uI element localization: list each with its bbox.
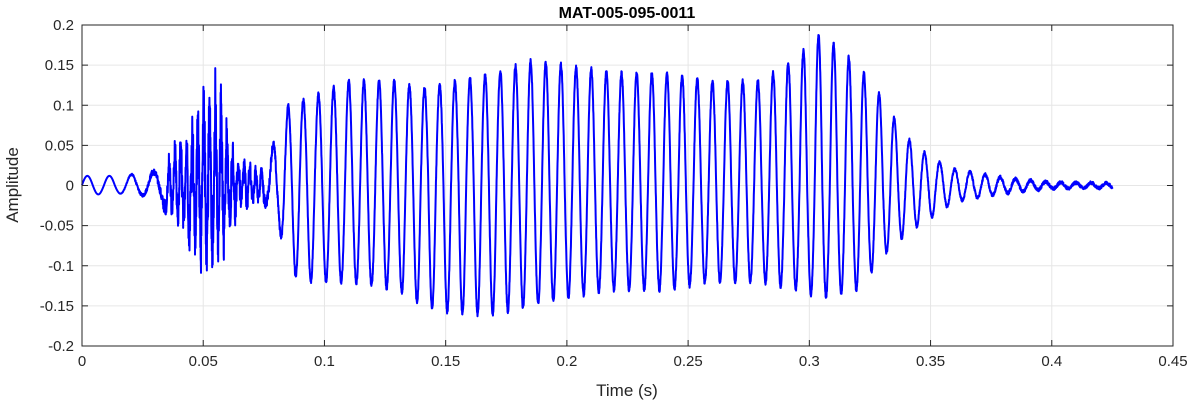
x-tick-label: 0.15 bbox=[431, 353, 460, 370]
y-tick-label: -0.2 bbox=[48, 338, 74, 355]
y-tick-label: -0.1 bbox=[48, 258, 74, 275]
x-tick-label: 0.25 bbox=[674, 353, 703, 370]
x-tick-label: 0 bbox=[78, 353, 86, 370]
x-tick-label: 0.3 bbox=[799, 353, 820, 370]
x-tick-label: 0.2 bbox=[556, 353, 577, 370]
y-tick-label: 0.2 bbox=[53, 17, 74, 34]
x-axis-label: Time (s) bbox=[596, 381, 658, 400]
x-tick-label: 0.35 bbox=[916, 353, 945, 370]
series-line-amplitude bbox=[81, 33, 1114, 318]
y-tick-label: 0 bbox=[66, 178, 74, 195]
x-tick-label: 0.05 bbox=[189, 353, 218, 370]
x-tick-label: 0.45 bbox=[1158, 353, 1187, 370]
y-tick-labels: -0.2 -0.15 -0.1 -0.05 0 0.05 0.1 0.15 0.2 bbox=[40, 17, 74, 355]
y-tick-label: 0.1 bbox=[53, 97, 74, 114]
axis-ticks bbox=[81, 24, 1174, 347]
x-tick-labels: 0 0.05 0.1 0.15 0.2 0.25 0.3 0.35 0.4 0.45 bbox=[78, 353, 1188, 370]
y-tick-label: 0.05 bbox=[45, 137, 74, 154]
x-tick-label: 0.4 bbox=[1041, 353, 1062, 370]
chart-title: MAT-005-095-0011 bbox=[559, 5, 696, 22]
x-tick-label: 0.1 bbox=[314, 353, 335, 370]
y-tick-label: -0.05 bbox=[40, 218, 74, 235]
y-tick-label: 0.15 bbox=[45, 57, 74, 74]
y-tick-label: -0.15 bbox=[40, 298, 74, 315]
y-axis-label: Amplitude bbox=[3, 147, 22, 223]
